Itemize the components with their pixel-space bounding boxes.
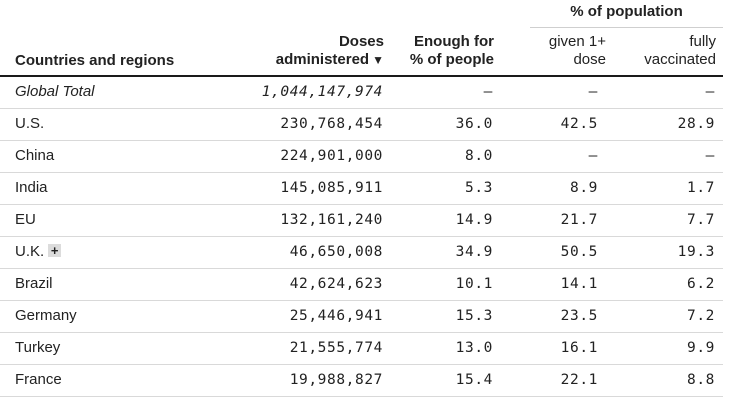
country-name-text: U.S. <box>15 115 45 132</box>
fully-vaccinated-cell: 7.7 <box>687 212 715 228</box>
country-name-text: U.K. <box>15 243 45 260</box>
fully-vaccinated-cell: 1.7 <box>687 180 715 196</box>
col-header-doses[interactable]: Doses administered ▼ <box>276 33 384 69</box>
expand-plus-icon[interactable]: + <box>48 244 62 257</box>
enough-cell: 13.0 <box>455 340 493 356</box>
country-name-text: Turkey <box>15 339 61 356</box>
table-row: Germany 25,446,941 15.3 23.5 7.2 <box>0 301 723 333</box>
given-dose-cell: 21.7 <box>560 212 598 228</box>
enough-cell: 8.0 <box>465 148 493 164</box>
doses-cell: 132,161,240 <box>280 212 383 228</box>
enough-cell: – <box>483 84 493 100</box>
sort-descending-icon[interactable]: ▼ <box>372 53 384 67</box>
col-header-fully-line2: vaccinated <box>644 51 716 68</box>
given-dose-cell: 22.1 <box>560 372 598 388</box>
population-group-header: % of population <box>570 3 683 20</box>
doses-cell: 224,901,000 <box>280 148 383 164</box>
country-name-text: Germany <box>15 307 77 324</box>
col-header-given-line2: dose <box>573 51 606 68</box>
given-dose-cell: 14.1 <box>560 276 598 292</box>
fully-vaccinated-cell: 6.2 <box>687 276 715 292</box>
country-name: Germany <box>15 307 77 325</box>
enough-cell: 5.3 <box>465 180 493 196</box>
fully-vaccinated-cell: – <box>705 148 715 164</box>
table-body: Global Total 1,044,147,974 – – – U.S. 230,768,… <box>0 77 723 397</box>
doses-cell: 230,768,454 <box>280 116 383 132</box>
given-dose-cell: – <box>588 148 598 164</box>
given-dose-cell: 50.5 <box>560 244 598 260</box>
doses-cell: 25,446,941 <box>289 308 383 324</box>
col-header-given-line1: given 1+ <box>548 33 606 50</box>
country-name-text: Global Total <box>15 83 95 100</box>
table-row: Turkey 21,555,774 13.0 16.1 9.9 <box>0 333 723 365</box>
fully-vaccinated-cell: 19.3 <box>677 244 715 260</box>
country-name-text: EU <box>15 211 36 228</box>
table-row: U.S. 230,768,454 36.0 42.5 28.9 <box>0 109 723 141</box>
country-name-text: India <box>15 179 48 196</box>
country-name-text: France <box>15 371 62 388</box>
country-name: Global Total <box>15 83 95 101</box>
country-name: Brazil <box>15 275 53 293</box>
table-row: Global Total 1,044,147,974 – – – <box>0 77 723 109</box>
col-header-fully[interactable]: fully vaccinated <box>620 33 716 69</box>
given-dose-cell: 16.1 <box>560 340 598 356</box>
doses-cell: 1,044,147,974 <box>261 84 383 100</box>
country-name: EU <box>15 211 36 229</box>
doses-cell: 145,085,911 <box>280 180 383 196</box>
given-dose-cell: 42.5 <box>560 116 598 132</box>
country-name: U.K. + <box>15 243 62 261</box>
enough-cell: 15.4 <box>455 372 493 388</box>
group-header-divider <box>530 27 723 28</box>
country-name-text: Brazil <box>15 275 53 292</box>
col-header-enough-line1: Enough for <box>414 33 494 50</box>
table-row: France 19,988,827 15.4 22.1 8.8 <box>0 365 723 397</box>
country-name: U.S. <box>15 115 44 133</box>
doses-cell: 46,650,008 <box>289 244 383 260</box>
country-name-text: China <box>15 147 55 164</box>
col-header-doses-line1: Doses <box>338 33 384 50</box>
header-divider <box>0 75 723 77</box>
table-row: EU 132,161,240 14.9 21.7 7.7 <box>0 205 723 237</box>
enough-cell: 15.3 <box>455 308 493 324</box>
col-header-fully-line1: fully <box>689 33 716 50</box>
table-row: China 224,901,000 8.0 – – <box>0 141 723 173</box>
col-header-enough-line2: % of people <box>409 51 494 68</box>
col-header-doses-line2: administered <box>275 51 370 68</box>
enough-cell: 34.9 <box>455 244 493 260</box>
fully-vaccinated-cell: 7.2 <box>687 308 715 324</box>
col-header-given[interactable]: given 1+ dose <box>530 33 606 69</box>
enough-cell: 36.0 <box>455 116 493 132</box>
given-dose-cell: – <box>588 84 598 100</box>
fully-vaccinated-cell: – <box>705 84 715 100</box>
table-row: India 145,085,911 5.3 8.9 1.7 <box>0 173 723 205</box>
fully-vaccinated-cell: 9.9 <box>687 340 715 356</box>
enough-cell: 14.9 <box>455 212 493 228</box>
fully-vaccinated-cell: 28.9 <box>677 116 715 132</box>
table-row: U.K. +46,650,008 34.9 50.5 19.3 <box>0 237 723 269</box>
given-dose-cell: 8.9 <box>570 180 598 196</box>
doses-cell: 21,555,774 <box>289 340 383 356</box>
col-header-country: Countries and regions <box>15 52 175 69</box>
fully-vaccinated-cell: 8.8 <box>687 372 715 388</box>
given-dose-cell: 23.5 <box>560 308 598 324</box>
country-name: China <box>15 147 54 165</box>
enough-cell: 10.1 <box>455 276 493 292</box>
doses-cell: 19,988,827 <box>289 372 383 388</box>
country-name: France <box>15 371 62 389</box>
doses-cell: 42,624,623 <box>289 276 383 292</box>
country-name: Turkey <box>15 339 60 357</box>
col-header-enough[interactable]: Enough for % of people <box>410 33 494 69</box>
table-row: Brazil 42,624,623 10.1 14.1 6.2 <box>0 269 723 301</box>
country-name: India <box>15 179 48 197</box>
